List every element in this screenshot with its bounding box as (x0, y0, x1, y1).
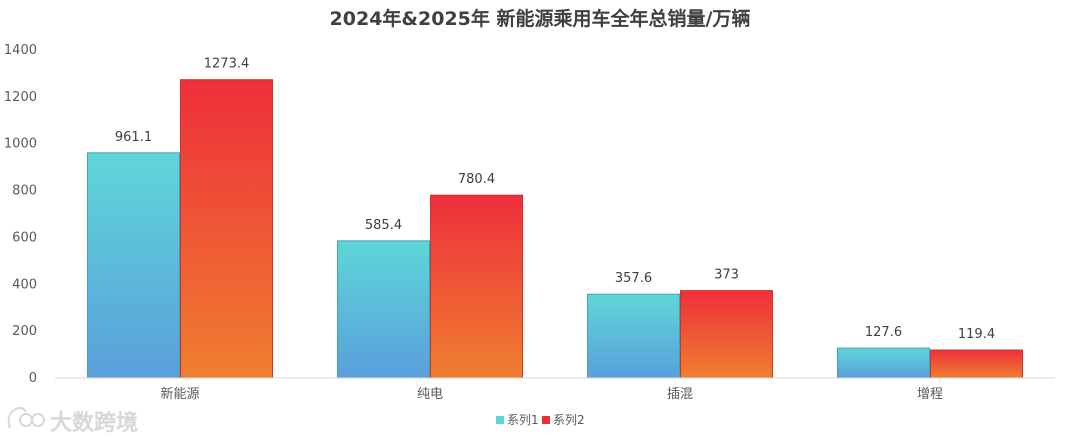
bars-group (87, 79, 1023, 379)
chart-title: 2024年&2025年 新能源乘用车全年总销量/万辆 (330, 7, 751, 30)
bar-2-2 (680, 290, 773, 379)
legend-label-series1: 系列1 (507, 413, 539, 427)
y-tick-label: 1000 (4, 137, 37, 152)
data-label: 357.6 (615, 271, 652, 286)
bar-1-3 (837, 347, 930, 379)
data-label: 585.4 (365, 218, 402, 233)
data-label: 127.6 (865, 325, 902, 340)
data-label: 373 (714, 268, 739, 283)
data-label: 1273.4 (204, 57, 250, 72)
y-tick-label: 1200 (4, 90, 37, 105)
x-category-label: 增程 (917, 387, 943, 402)
bar-2-3 (930, 349, 1023, 379)
bar-1-0 (87, 152, 180, 379)
x-category-label: 插混 (667, 387, 693, 402)
x-axis: 新能源 纯电 插混 增程 (160, 386, 943, 402)
data-labels-group: 961.1 1273.4 585.4 780.4 357.6 373 127.6 119.4 (115, 57, 995, 342)
bar-2-1 (430, 194, 523, 379)
y-tick-label: 600 (12, 230, 37, 245)
legend-swatch-series1 (496, 416, 504, 424)
y-tick-label: 200 (12, 324, 37, 339)
legend: 系列1 系列2 (496, 413, 585, 427)
y-axis: 0 200 400 600 800 1000 1200 1400 (4, 43, 37, 386)
y-tick-label: 800 (12, 184, 37, 199)
y-tick-label: 1400 (4, 43, 37, 58)
y-tick-label: 400 (12, 277, 37, 292)
legend-label-series2: 系列2 (553, 413, 585, 427)
bar-1-1 (337, 240, 430, 379)
legend-swatch-series2 (542, 416, 550, 424)
watermark: 大数跨境 (7, 406, 138, 436)
x-category-label: 纯电 (417, 387, 443, 402)
data-label: 119.4 (958, 327, 995, 342)
bar-1-2 (587, 293, 680, 379)
data-label: 961.1 (115, 130, 152, 145)
y-tick-label: 0 (29, 371, 37, 386)
bar-2-0 (180, 79, 273, 379)
data-label: 780.4 (458, 172, 495, 187)
x-category-label: 新能源 (160, 386, 199, 402)
watermark-text: 大数跨境 (50, 410, 138, 436)
watermark-logo-icon (7, 406, 45, 429)
